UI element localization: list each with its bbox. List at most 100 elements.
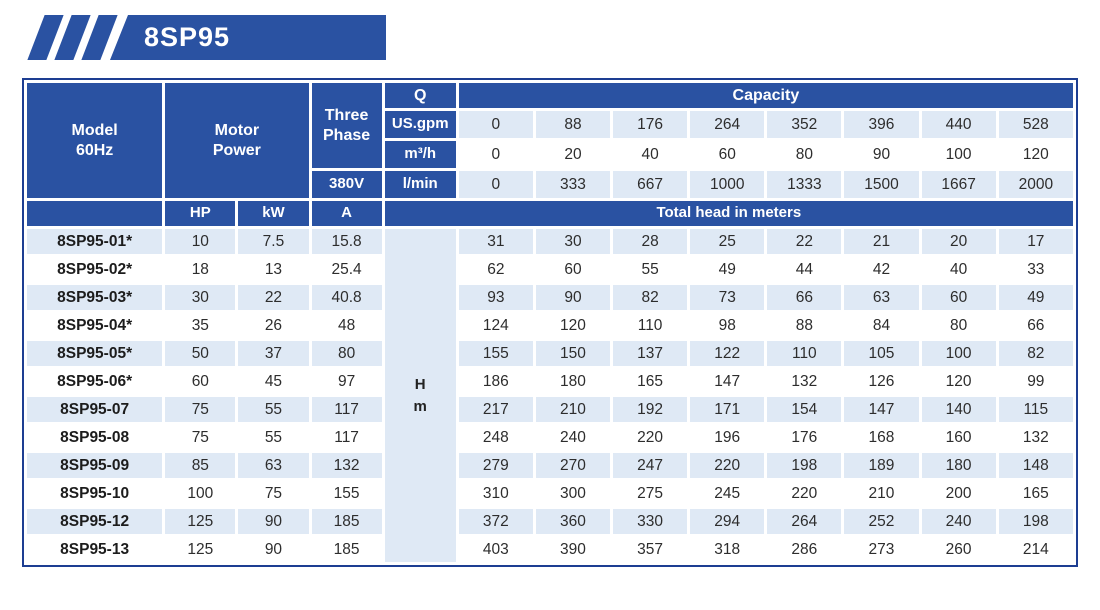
head-value-cell: 82 <box>613 285 688 310</box>
head-value-cell: 120 <box>945 372 972 390</box>
model-spacer-cell <box>27 201 163 226</box>
head-value-cell: 160 <box>945 428 972 446</box>
model-cell: 8SP95-06* <box>27 369 163 394</box>
capacity-value-cell: 1667 <box>921 171 996 198</box>
hp-cell: 85 <box>165 453 236 478</box>
three-phase-header-line2: Phase <box>323 126 371 144</box>
hp-header: HP <box>165 201 236 226</box>
head-value-cell: 132 <box>1022 428 1049 446</box>
capacity-unit-row: m³/h 0 20 40 60 80 90 100 120 <box>27 141 1073 168</box>
capacity-value-cell: 120 <box>1022 145 1049 163</box>
page-title: 8SP95 <box>144 22 231 52</box>
head-value-cell: 73 <box>690 285 765 310</box>
head-value-cell: 140 <box>921 397 996 422</box>
kw-cell: 7.5 <box>238 229 309 254</box>
kw-cell: 90 <box>238 509 309 534</box>
head-value-cell: 372 <box>458 509 533 534</box>
flow-unit-cell: m³/h <box>384 141 456 168</box>
motor-power-header-line1: Motor <box>214 121 260 139</box>
head-value-cell: 150 <box>535 341 611 366</box>
head-value-cell: 66 <box>767 285 842 310</box>
head-value-cell: 66 <box>1027 316 1045 334</box>
head-value-cell: 126 <box>868 372 895 390</box>
hp-cell: 75 <box>191 428 209 446</box>
head-value-cell: 60 <box>564 260 582 278</box>
model-cell: 8SP95-12 <box>27 509 163 534</box>
head-value-cell: 220 <box>637 428 664 446</box>
table-row: 8SP95-12 125 90 185 372 360 330 294 264 252 240 198 <box>27 509 1073 534</box>
model-cell: 8SP95-05* <box>27 341 163 366</box>
hp-cell: 50 <box>165 341 236 366</box>
capacity-value-cell: 88 <box>535 111 611 138</box>
head-value-cell: 210 <box>868 484 895 502</box>
head-value-cell: 260 <box>945 540 972 558</box>
hp-cell: 125 <box>187 540 214 558</box>
head-value-cell: 192 <box>613 397 688 422</box>
capacity-value-cell: 40 <box>641 145 659 163</box>
head-value-cell: 180 <box>560 372 586 390</box>
head-value-cell: 390 <box>560 540 586 558</box>
amp-cell: 15.8 <box>311 229 382 254</box>
kw-header: kW <box>238 201 309 226</box>
kw-cell: 26 <box>264 316 283 334</box>
table-row: 8SP95-02* 18 13 25.4 62 60 55 49 44 42 40 33 <box>27 257 1073 282</box>
head-value-cell: 99 <box>1027 372 1045 390</box>
voltage-cell: 380V <box>311 171 382 198</box>
capacity-value-cell: 90 <box>872 145 891 163</box>
head-value-cell: 248 <box>482 428 509 446</box>
head-value-cell: 310 <box>482 484 509 502</box>
head-value-cell: 176 <box>791 428 818 446</box>
head-value-cell: 247 <box>613 453 688 478</box>
head-value-cell: 270 <box>535 453 611 478</box>
head-value-cell: 30 <box>535 229 611 254</box>
head-value-cell: 294 <box>690 509 765 534</box>
banner-bar: 8SP95 <box>110 15 386 60</box>
kw-cell: 37 <box>238 341 309 366</box>
head-value-cell: 245 <box>714 484 741 502</box>
hp-cell: 60 <box>191 372 209 390</box>
hp-cell: 18 <box>191 260 209 278</box>
head-value-cell: 154 <box>767 397 842 422</box>
capacity-value-cell: 667 <box>613 171 688 198</box>
capacity-value-cell: 80 <box>795 145 813 163</box>
head-value-cell: 42 <box>872 260 891 278</box>
head-value-cell: 198 <box>998 509 1073 534</box>
head-value-cell: 25 <box>690 229 765 254</box>
head-value-cell: 31 <box>458 229 533 254</box>
kw-cell: 55 <box>264 428 283 446</box>
hp-cell: 125 <box>165 509 236 534</box>
capacity-value-cell: 1333 <box>767 171 842 198</box>
amp-cell: 40.8 <box>311 285 382 310</box>
head-value-cell: 60 <box>921 285 996 310</box>
motor-power-header: Motor Power <box>165 83 309 198</box>
head-value-cell: 22 <box>767 229 842 254</box>
header-row-subhead: HP kW A Total head in meters <box>27 201 1073 226</box>
amp-cell: 80 <box>311 341 382 366</box>
head-value-cell: 286 <box>791 540 818 558</box>
head-unit-line2: m <box>413 397 427 415</box>
head-value-cell: 189 <box>844 453 919 478</box>
three-phase-header-line1: Three <box>324 106 369 124</box>
capacity-value-cell: 0 <box>458 111 533 138</box>
head-value-cell: 168 <box>868 428 895 446</box>
capacity-value-cell: 1500 <box>844 171 919 198</box>
capacity-unit-row: US.gpm 0 88 176 264 352 396 440 528 <box>27 111 1073 138</box>
head-value-cell: 300 <box>560 484 586 502</box>
model-header: Model 60Hz <box>27 83 163 198</box>
head-value-cell: 120 <box>560 316 586 334</box>
table-row: 8SP95-09 85 63 132 279 270 247 220 198 189 180 148 <box>27 453 1073 478</box>
amp-cell: 117 <box>334 428 359 446</box>
head-value-cell: 252 <box>844 509 919 534</box>
head-value-cell: 148 <box>998 453 1073 478</box>
spec-table: Model 60Hz Motor Power Three Phase Q Cap… <box>22 78 1078 567</box>
kw-cell: 90 <box>264 540 283 558</box>
kw-cell: 22 <box>238 285 309 310</box>
hp-cell: 10 <box>165 229 236 254</box>
amp-cell: 132 <box>311 453 382 478</box>
head-value-cell: 122 <box>690 341 765 366</box>
flow-unit-cell: US.gpm <box>384 111 456 138</box>
model-cell: 8SP95-04* <box>27 313 163 338</box>
head-value-cell: 105 <box>844 341 919 366</box>
